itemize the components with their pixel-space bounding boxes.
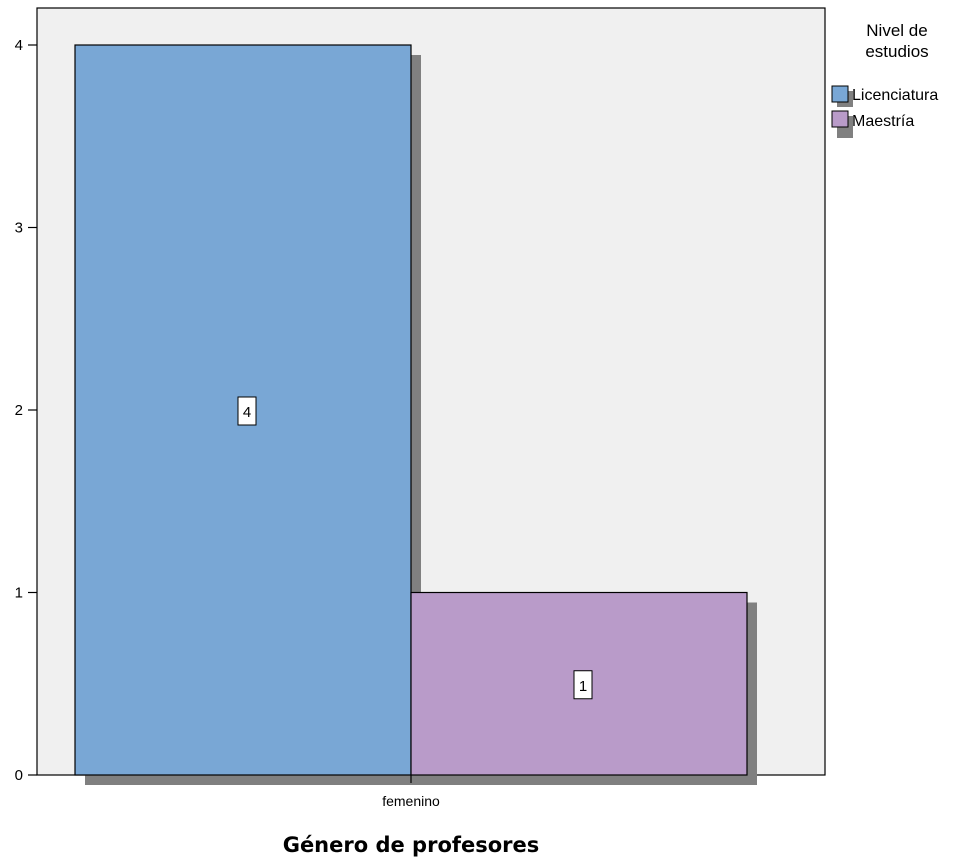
legend-swatch-maestria <box>831 110 849 128</box>
legend-title-line1: Nivel de <box>866 21 927 40</box>
data-label-licenciatura: 4 <box>243 404 251 421</box>
y-tick-label-0: 0 <box>15 767 23 784</box>
data-label-maestra: 1 <box>579 678 587 695</box>
y-tick-label-2: 2 <box>15 402 23 419</box>
y-tick-label-4: 4 <box>15 37 23 54</box>
legend-title-line2: estudios <box>865 42 928 61</box>
y-tick-label-3: 3 <box>15 220 23 237</box>
x-category-label: femenino <box>382 793 440 809</box>
legend-label-licenciatura: Licenciatura <box>852 87 938 104</box>
x-axis-title: Género de profesores <box>283 833 540 857</box>
bars-layer: 41 <box>74 44 757 785</box>
data-label-box-maestra <box>573 670 593 700</box>
legend: Nivel de estudios Licenciatura Maestría <box>831 21 938 138</box>
legend-swatch-licenciatura <box>831 85 849 103</box>
data-label-box-licenciatura <box>237 396 257 426</box>
legend-label-maestria: Maestría <box>852 113 914 130</box>
y-tick-label-1: 1 <box>15 585 23 602</box>
y-axis: 0 1 2 3 4 <box>15 37 412 784</box>
